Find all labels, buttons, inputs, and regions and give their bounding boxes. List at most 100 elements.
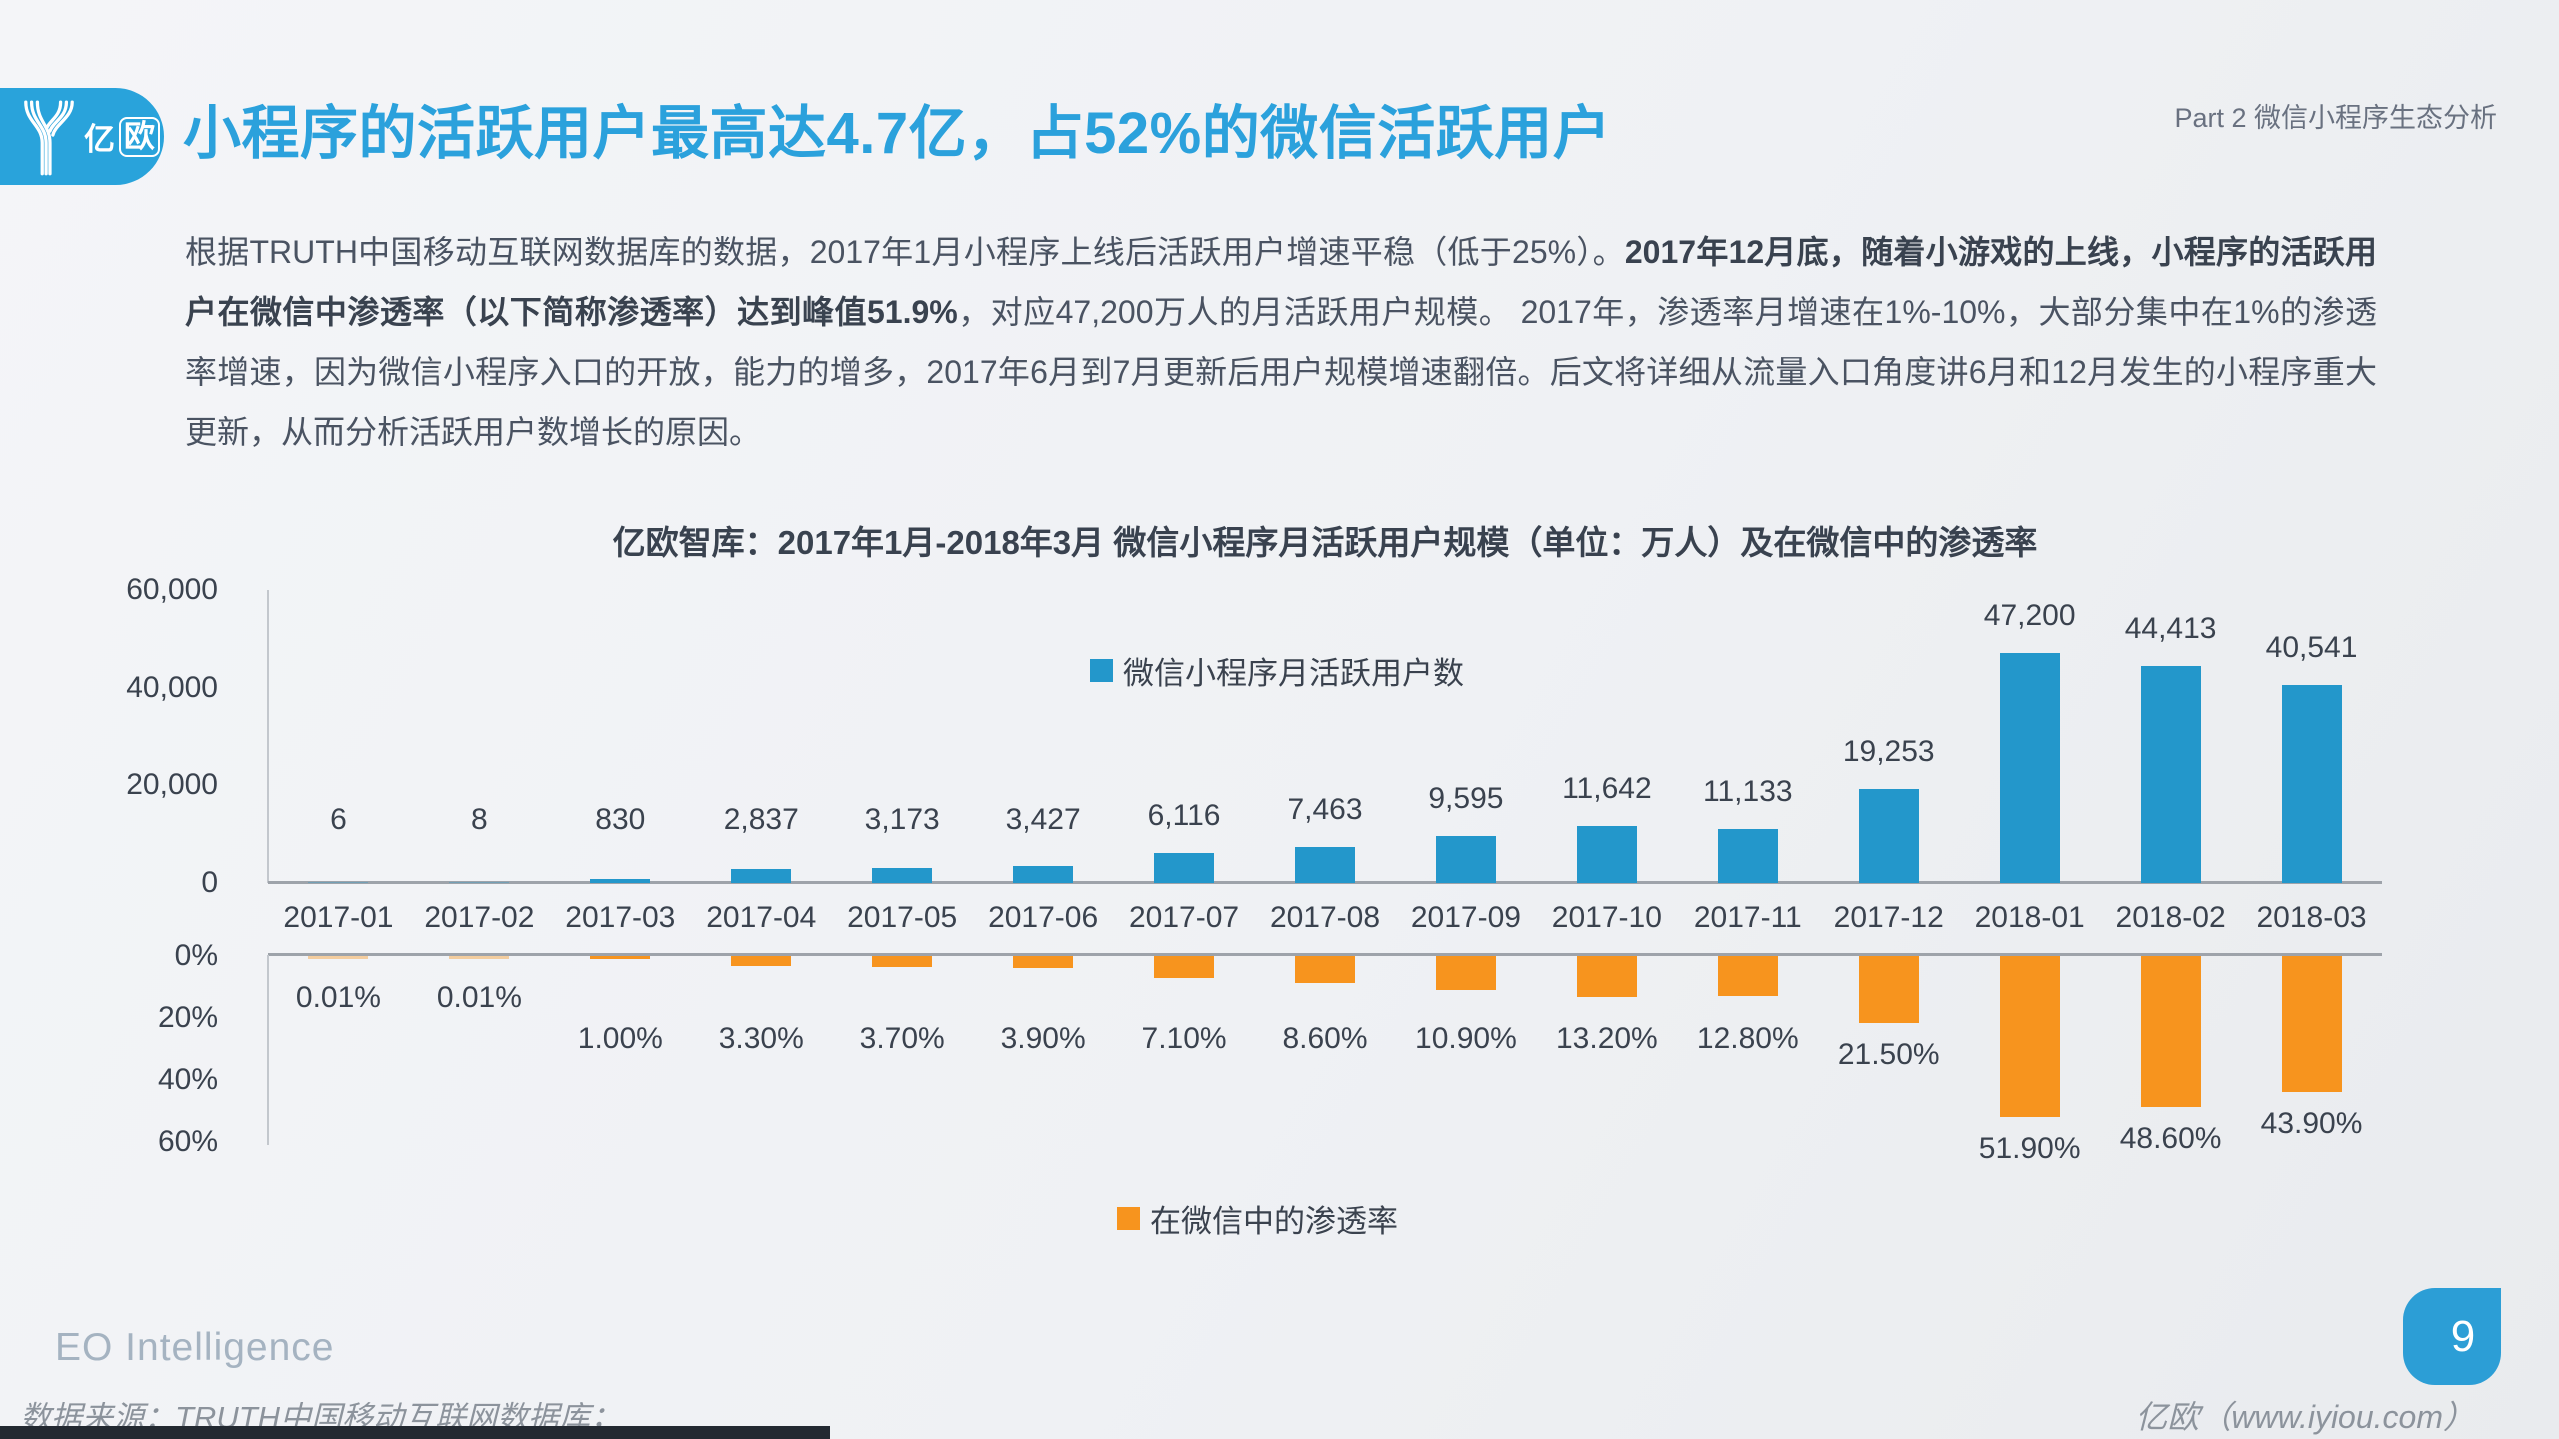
category-label: 2017-04 [706,901,817,934]
mau-bar [449,882,510,883]
penetration-bar [872,956,933,967]
category-label: 2017-06 [988,901,1099,934]
penetration-bar [1858,956,1919,1023]
chart-title: 亿欧智库：2017年1月-2018年3月 微信小程序月活跃用户规模（单位：万人）… [612,524,2038,561]
legend-penetration-label: 在微信中的渗透率 [1150,1204,1398,1239]
page-number-badge: 9 [2403,1288,2501,1385]
mau-value-label: 47,200 [1983,599,2076,632]
mau-y-axis-line [267,590,269,883]
summary-paragraph: 根据TRUTH中国移动互联网数据库的数据，2017年1月小程序上线后活跃用户增速… [185,222,2377,462]
paragraph-bold: 2017年12月底，随着小游戏的上线，小程序的活跃用户在微信中渗透率（以下简称渗… [185,234,2377,330]
penetration-bar [731,956,792,966]
mau-axis-tick: 0 [201,866,218,899]
mau-bar [1435,836,1496,883]
penetration-bar [1013,956,1074,968]
mau-value-label: 11,133 [1703,775,1793,808]
pct-axis-tick: 0% [174,939,218,972]
penetration-bar [1295,956,1355,983]
mau-bar [2281,685,2342,883]
penetration-value-label: 12.80% [1696,1022,1799,1055]
page-title: 小程序的活跃用户最高达4.7亿，占52%的微信活跃用户 [183,101,1612,166]
mau-value-label: 7,463 [1287,793,1363,826]
site-credit: 亿欧（www.iyiou.com） [2135,1399,2475,1435]
eo-y-icon [24,100,74,175]
legend-mau: 微信小程序月活跃用户数 [1090,648,1464,693]
penetration-value-label: 10.90% [1415,1022,1517,1055]
legend-mau-swatch [1090,659,1113,682]
mau-bar [1858,789,1919,883]
mau-bar [1154,853,1215,883]
penetration-value-label: 8.60% [1282,1022,1368,1055]
mau-value-label: 9,595 [1428,782,1504,815]
category-label: 2017-09 [1410,901,1521,934]
penetration-bar [1154,956,1215,978]
paragraph-normal-2: ，对应47,200万人的月活跃用户规模。 2017年，渗透率月增速在1%-10%… [185,294,2377,450]
penetration-value-label: 3.90% [1000,1022,1086,1055]
penetration-bar [2140,956,2201,1107]
penetration-value-label: 48.60% [2119,1122,2222,1155]
penetration-value-label: 13.20% [1555,1022,1658,1055]
penetration-bar [1576,956,1637,997]
penetration-value-label: 3.70% [859,1022,945,1055]
penetration-value-label: 0.01% [436,981,522,1014]
penetration-bar [2281,956,2342,1092]
category-label: 2017-11 [1693,901,1802,934]
category-label: 2017-03 [565,901,676,934]
category-label: 2017-12 [1833,901,1944,934]
pct-axis-tick: 40% [157,1063,218,1096]
penetration-bar [1435,956,1496,990]
mau-bar [1295,847,1355,883]
penetration-value-label: 43.90% [2260,1107,2363,1140]
mau-value-label: 44,413 [2124,612,2217,645]
brand-wordmark: EO Intelligence [55,1326,335,1369]
mau-value-label: 6,116 [1147,799,1221,832]
mau-value-label: 3,427 [1005,803,1081,836]
category-label: 2018-01 [1974,901,2085,934]
penetration-value-label: 3.30% [718,1022,804,1055]
pct-y-axis-line [267,955,269,1145]
legend-mau-label: 微信小程序月活跃用户数 [1123,656,1464,691]
mau-bar [308,882,369,883]
pct-axis-tick: 20% [157,1001,218,1034]
mau-bar [1717,829,1778,883]
mau-axis-tick: 40,000 [126,670,218,704]
mau-value-label: 19,253 [1842,735,1935,768]
mau-bar [872,868,933,883]
mau-bar [731,869,792,883]
mau-axis-tick: 60,000 [126,573,218,606]
mau-value-label: 40,541 [2265,631,2358,664]
mau-bar [1576,826,1637,883]
eo-logo: 亿欧 [0,88,164,185]
legend-penetration: 在微信中的渗透率 [1117,1196,1398,1241]
penetration-value-label: 1.00% [577,1022,663,1055]
penetration-bar [590,956,651,959]
pct-zero-axis-line [268,953,2382,956]
category-label: 2018-03 [2256,901,2367,934]
category-label: 2017-07 [1129,901,1240,934]
pct-axis-tick: 60% [157,1125,218,1158]
mau-value-label: 2,837 [723,803,799,836]
mau-value-label: 830 [595,803,646,836]
category-label: 2017-08 [1269,901,1381,934]
category-label: 2017-01 [283,901,394,934]
category-label: 2017-05 [847,901,958,934]
paragraph-normal-1: 根据TRUTH中国移动互联网数据库的数据，2017年1月小程序上线后活跃用户增速… [185,234,1625,270]
bottom-accent-strip [0,1426,830,1439]
penetration-value-label: 0.01% [295,981,381,1014]
section-label: Part 2 微信小程序生态分析 [2174,103,2497,133]
penetration-value-label: 51.90% [1978,1132,2081,1165]
category-label: 2017-02 [424,901,535,934]
mau-value-label: 3,173 [864,803,940,836]
category-label: 2017-10 [1551,901,1662,934]
penetration-bar [449,956,510,959]
penetration-value-label: 7.10% [1141,1022,1227,1055]
mau-bar [2140,666,2201,883]
mau-bar [1999,653,2060,883]
mau-bar [1013,866,1074,883]
penetration-bar [1999,956,2060,1117]
logo-wordmark: 亿欧 [84,114,160,159]
category-label: 2018-02 [2115,901,2226,934]
legend-penetration-swatch [1117,1207,1140,1230]
penetration-value-label: 21.50% [1837,1038,1940,1071]
